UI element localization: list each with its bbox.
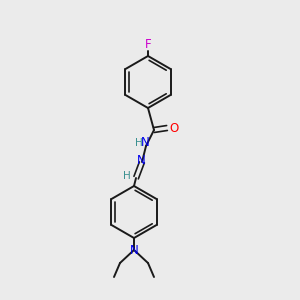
Text: F: F xyxy=(145,38,151,50)
Text: O: O xyxy=(169,122,178,134)
Text: N: N xyxy=(141,136,149,149)
Text: H: H xyxy=(123,171,131,181)
Text: N: N xyxy=(130,244,138,257)
Text: N: N xyxy=(136,154,146,167)
Text: H: H xyxy=(135,138,143,148)
